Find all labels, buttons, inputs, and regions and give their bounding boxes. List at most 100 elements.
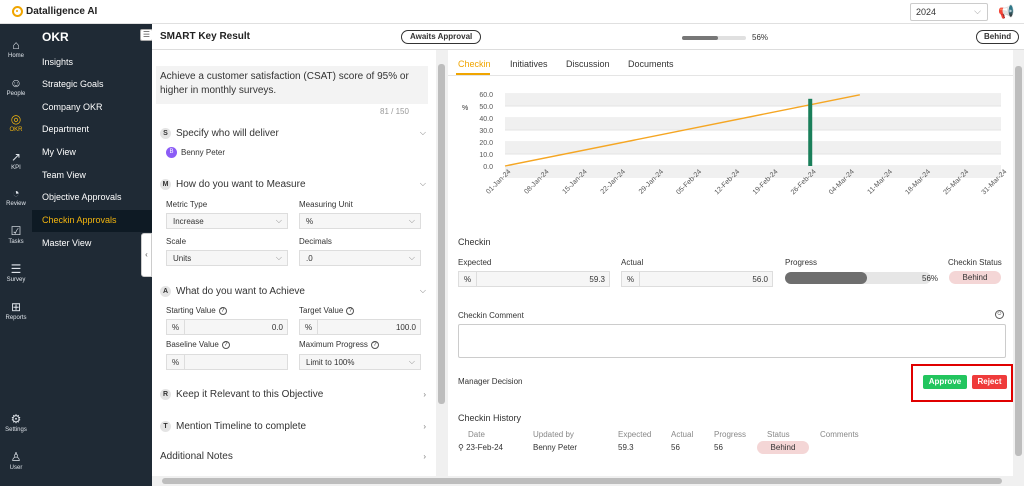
nav-item-insights[interactable]: Insights [42,57,74,67]
emoji-icon[interactable]: ☺ [995,310,1004,319]
announcement-icon[interactable]: 📢 [998,4,1015,19]
y-tick-label: 50.0 [479,104,493,111]
grid-band [505,118,1001,130]
chart-icon: ↗ [10,150,22,164]
nav-item-company-okr[interactable]: Company OKR [42,102,103,112]
owner-chip[interactable]: B Benny Peter [166,147,225,158]
section-specify[interactable]: S Specify who will deliver ⌵ [160,125,428,141]
chevron-down-icon: ⌵ [419,128,426,137]
scrollbar-thumb[interactable] [438,64,445,404]
collapse-sidebar-handle[interactable]: ‹ [141,233,152,277]
nav-item-checkin-approvals[interactable]: Checkin Approvals [32,210,152,232]
year-select[interactable]: 2024 ⌵ [910,3,988,21]
approve-button[interactable]: Approve [923,375,967,389]
checkin-progress-fill [785,272,867,284]
history-header-expected: Expected [618,430,652,439]
section-title: How do you want to Measure [176,178,306,190]
checkbox-icon: ☑ [10,224,22,238]
section-notes[interactable]: Additional Notes › [160,448,428,464]
history-header-comments: Comments [820,430,859,439]
iconbar-review[interactable]: ◔ Review [0,186,32,207]
help-icon[interactable]: ? [370,340,379,349]
maximum-progress-select[interactable]: Limit to 100% ⌵ [299,354,421,370]
history-date: ⚲ 23-Feb-24 [458,443,504,452]
tab-divider [448,75,1013,76]
iconbar-home[interactable]: ⌂ Home [0,38,32,59]
chevron-down-icon: ⌵ [419,286,426,295]
iconbar-people[interactable]: ☺ People [0,76,32,97]
tab-discussion[interactable]: Discussion [566,59,610,69]
section-badge: T [160,420,171,432]
iconbar-kpi[interactable]: ↗ KPI [0,150,32,171]
metric-type-select[interactable]: Increase ⌵ [166,213,288,229]
section-badge: S [160,127,171,139]
iconbar-settings[interactable]: ⚙ Settings [0,412,32,433]
history-updated-by: Benny Peter [533,443,578,452]
scrollbar-thumb[interactable] [162,478,1002,484]
section-title: Mention Timeline to complete [176,420,307,432]
section-relevant[interactable]: R Keep it Relevant to this Objective › [160,386,428,402]
pin-icon: ⚲ [458,443,467,452]
checkin-title: Checkin [458,237,491,247]
help-icon[interactable]: ? [218,306,227,315]
help-icon[interactable]: ? [346,306,355,315]
kr-header: SMART Key Result Awaits Approval 56% Beh… [152,24,1024,50]
right-panel-scrollbar[interactable] [1013,50,1024,476]
target-value-input[interactable]: % 100.0 [299,319,421,335]
history-expected: 59.3 [618,443,634,452]
horizontal-scrollbar[interactable] [152,476,1024,486]
baseline-value-input[interactable]: % [166,354,288,370]
logo-icon [12,6,23,17]
measuring-unit-select[interactable]: % ⌵ [299,213,421,229]
brand-logo[interactable]: Datalligence AI [12,6,97,17]
char-counter: 81 / 150 [380,107,409,116]
nav-item-objective-approvals[interactable]: Objective Approvals [42,192,122,202]
decimals-select[interactable]: .0 ⌵ [299,250,421,266]
grid-band [505,94,1001,106]
chevron-down-icon: ⌵ [275,253,282,262]
baseline-value-label: Baseline Value? [166,340,230,349]
active-tab-indicator [456,73,490,75]
tab-checkin[interactable]: Checkin [458,59,491,69]
chevron-down-icon: ⌵ [275,216,282,225]
section-timeline[interactable]: T Mention Timeline to complete › [160,418,428,434]
metric-type-label: Metric Type [166,200,208,209]
nav-item-department[interactable]: Department [42,124,90,134]
help-icon[interactable]: ? [221,340,230,349]
x-tick-label: 01-Jan-24 [485,168,512,195]
history-header-updated-by: Updated by [533,430,574,439]
icon-sidebar: ⌂ Home ☺ People ◎ OKR ↗ KPI ◔ Review ☑ Tasks ☰… [0,24,32,486]
actual-input[interactable]: % 56.0 [621,271,773,287]
starting-value-input[interactable]: % 0.0 [166,319,288,335]
owner-name: Benny Peter [181,148,226,157]
checkin-comment-input[interactable] [458,324,1006,358]
manager-decision-label: Manager Decision [458,377,523,386]
y-tick-label: 30.0 [479,128,493,135]
decimals-label: Decimals [299,237,332,246]
iconbar-reports[interactable]: ⊞ Reports [0,300,32,321]
section-achieve[interactable]: A What do you want to Achieve ⌵ [160,283,428,299]
tab-initiatives[interactable]: Initiatives [510,59,548,69]
chevron-down-icon: ⌵ [974,6,981,16]
actual-bar [808,98,813,166]
iconbar-user[interactable]: ♙ User [0,450,32,471]
progress-label: Progress [785,258,818,267]
nav-item-master-view[interactable]: Master View [42,238,92,248]
reject-button[interactable]: Reject [972,375,1007,389]
nav-item-strategic-goals[interactable]: Strategic Goals [42,79,104,89]
scrollbar-thumb[interactable] [1015,66,1022,456]
iconbar-survey[interactable]: ☰ Survey [0,262,32,283]
key-result-text[interactable]: Achieve a customer satisfaction (CSAT) s… [156,66,428,104]
iconbar-tasks[interactable]: ☑ Tasks [0,224,32,245]
nav-item-my-view[interactable]: My View [42,147,76,157]
iconbar-okr[interactable]: ◎ OKR [0,112,32,133]
page-title: SMART Key Result [160,31,251,42]
section-title: Specify who will deliver [176,127,279,139]
scale-select[interactable]: Units ⌵ [166,250,288,266]
tab-documents[interactable]: Documents [628,59,674,69]
section-measure[interactable]: M How do you want to Measure ⌵ [160,176,428,192]
scale-label: Scale [166,237,187,246]
nav-item-team-view[interactable]: Team View [42,170,86,180]
checkin-status-badge: Behind [949,271,1001,284]
left-panel-scrollbar[interactable] [436,50,448,476]
